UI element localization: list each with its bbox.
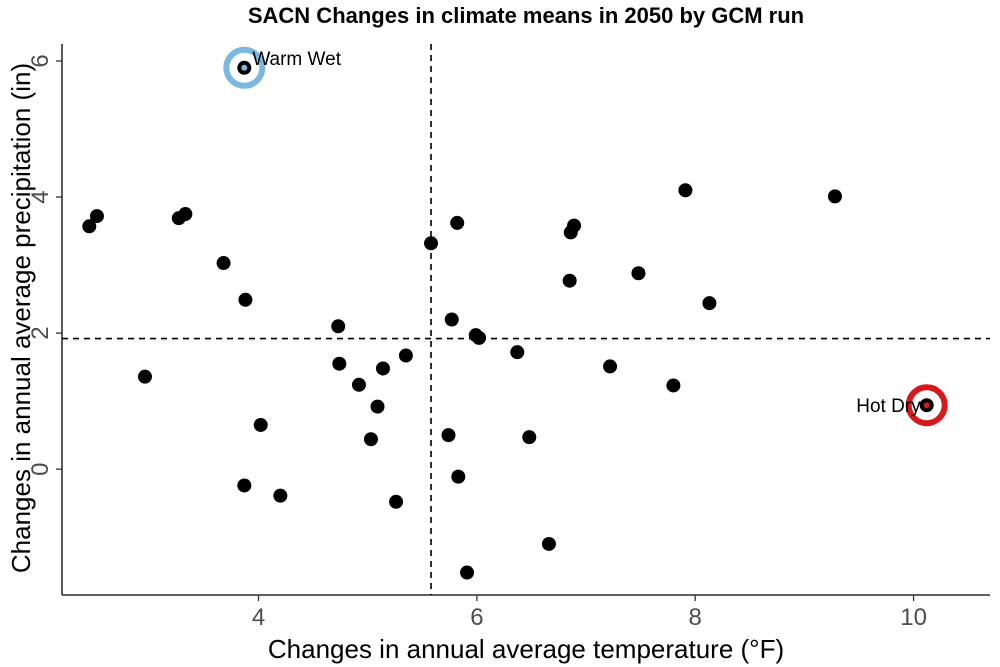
data-point [444,312,459,327]
y-axis-ticks: 0 2 4 6 [27,54,62,476]
x-axis-title: Changes in annual average temperature (°… [268,634,784,664]
data-point [82,219,97,234]
annotation-label: Hot Dry [856,396,921,417]
data-point [237,478,252,493]
data-point [603,359,618,374]
data-point [332,356,347,371]
data-point [137,369,152,384]
data-point [375,361,390,376]
data-point [424,236,439,251]
data-point [331,319,346,334]
data-point [370,399,385,414]
y-axis-title: Changes in annual average precipitation … [6,63,36,573]
data-point [678,183,693,198]
y-tick-label: 4 [27,190,54,203]
data-point [510,345,525,360]
data-point [253,417,268,432]
annotation-label: Warm Wet [252,49,341,70]
data-point [238,292,253,307]
data-point [441,428,456,443]
chart-title: SACN Changes in climate means in 2050 by… [248,3,804,28]
data-point [89,209,104,224]
data-point [460,565,475,580]
y-tick-label: 6 [27,54,54,67]
data-points [82,60,934,580]
annotation-highlight-dot [923,402,930,409]
data-point [522,430,537,445]
data-point [472,330,487,345]
annotations: Warm Wet Hot Dry [223,46,948,427]
data-point [398,348,413,363]
x-tick-label: 6 [470,604,483,631]
data-point [389,494,404,509]
data-point [451,469,466,484]
annotation-ring [905,384,948,427]
data-point [351,377,366,392]
x-axis-ticks: 4 6 8 10 [252,595,927,631]
data-point [567,218,582,233]
y-tick-label: 2 [27,326,54,339]
data-point [363,432,378,447]
x-tick-label: 4 [252,604,265,631]
annotation-highlight-dot [241,64,248,71]
data-point [450,215,465,230]
data-point [216,256,231,271]
y-tick-label: 0 [27,462,54,475]
data-point [827,189,842,204]
reference-lines [62,44,990,595]
data-point [273,488,288,503]
data-point [541,536,556,551]
data-point [178,207,193,222]
annotation-ring [223,46,266,89]
x-tick-label: 10 [900,604,927,631]
data-point [666,378,681,393]
data-point [702,296,717,311]
x-tick-label: 8 [689,604,702,631]
data-point [631,266,646,281]
data-point [562,273,577,288]
